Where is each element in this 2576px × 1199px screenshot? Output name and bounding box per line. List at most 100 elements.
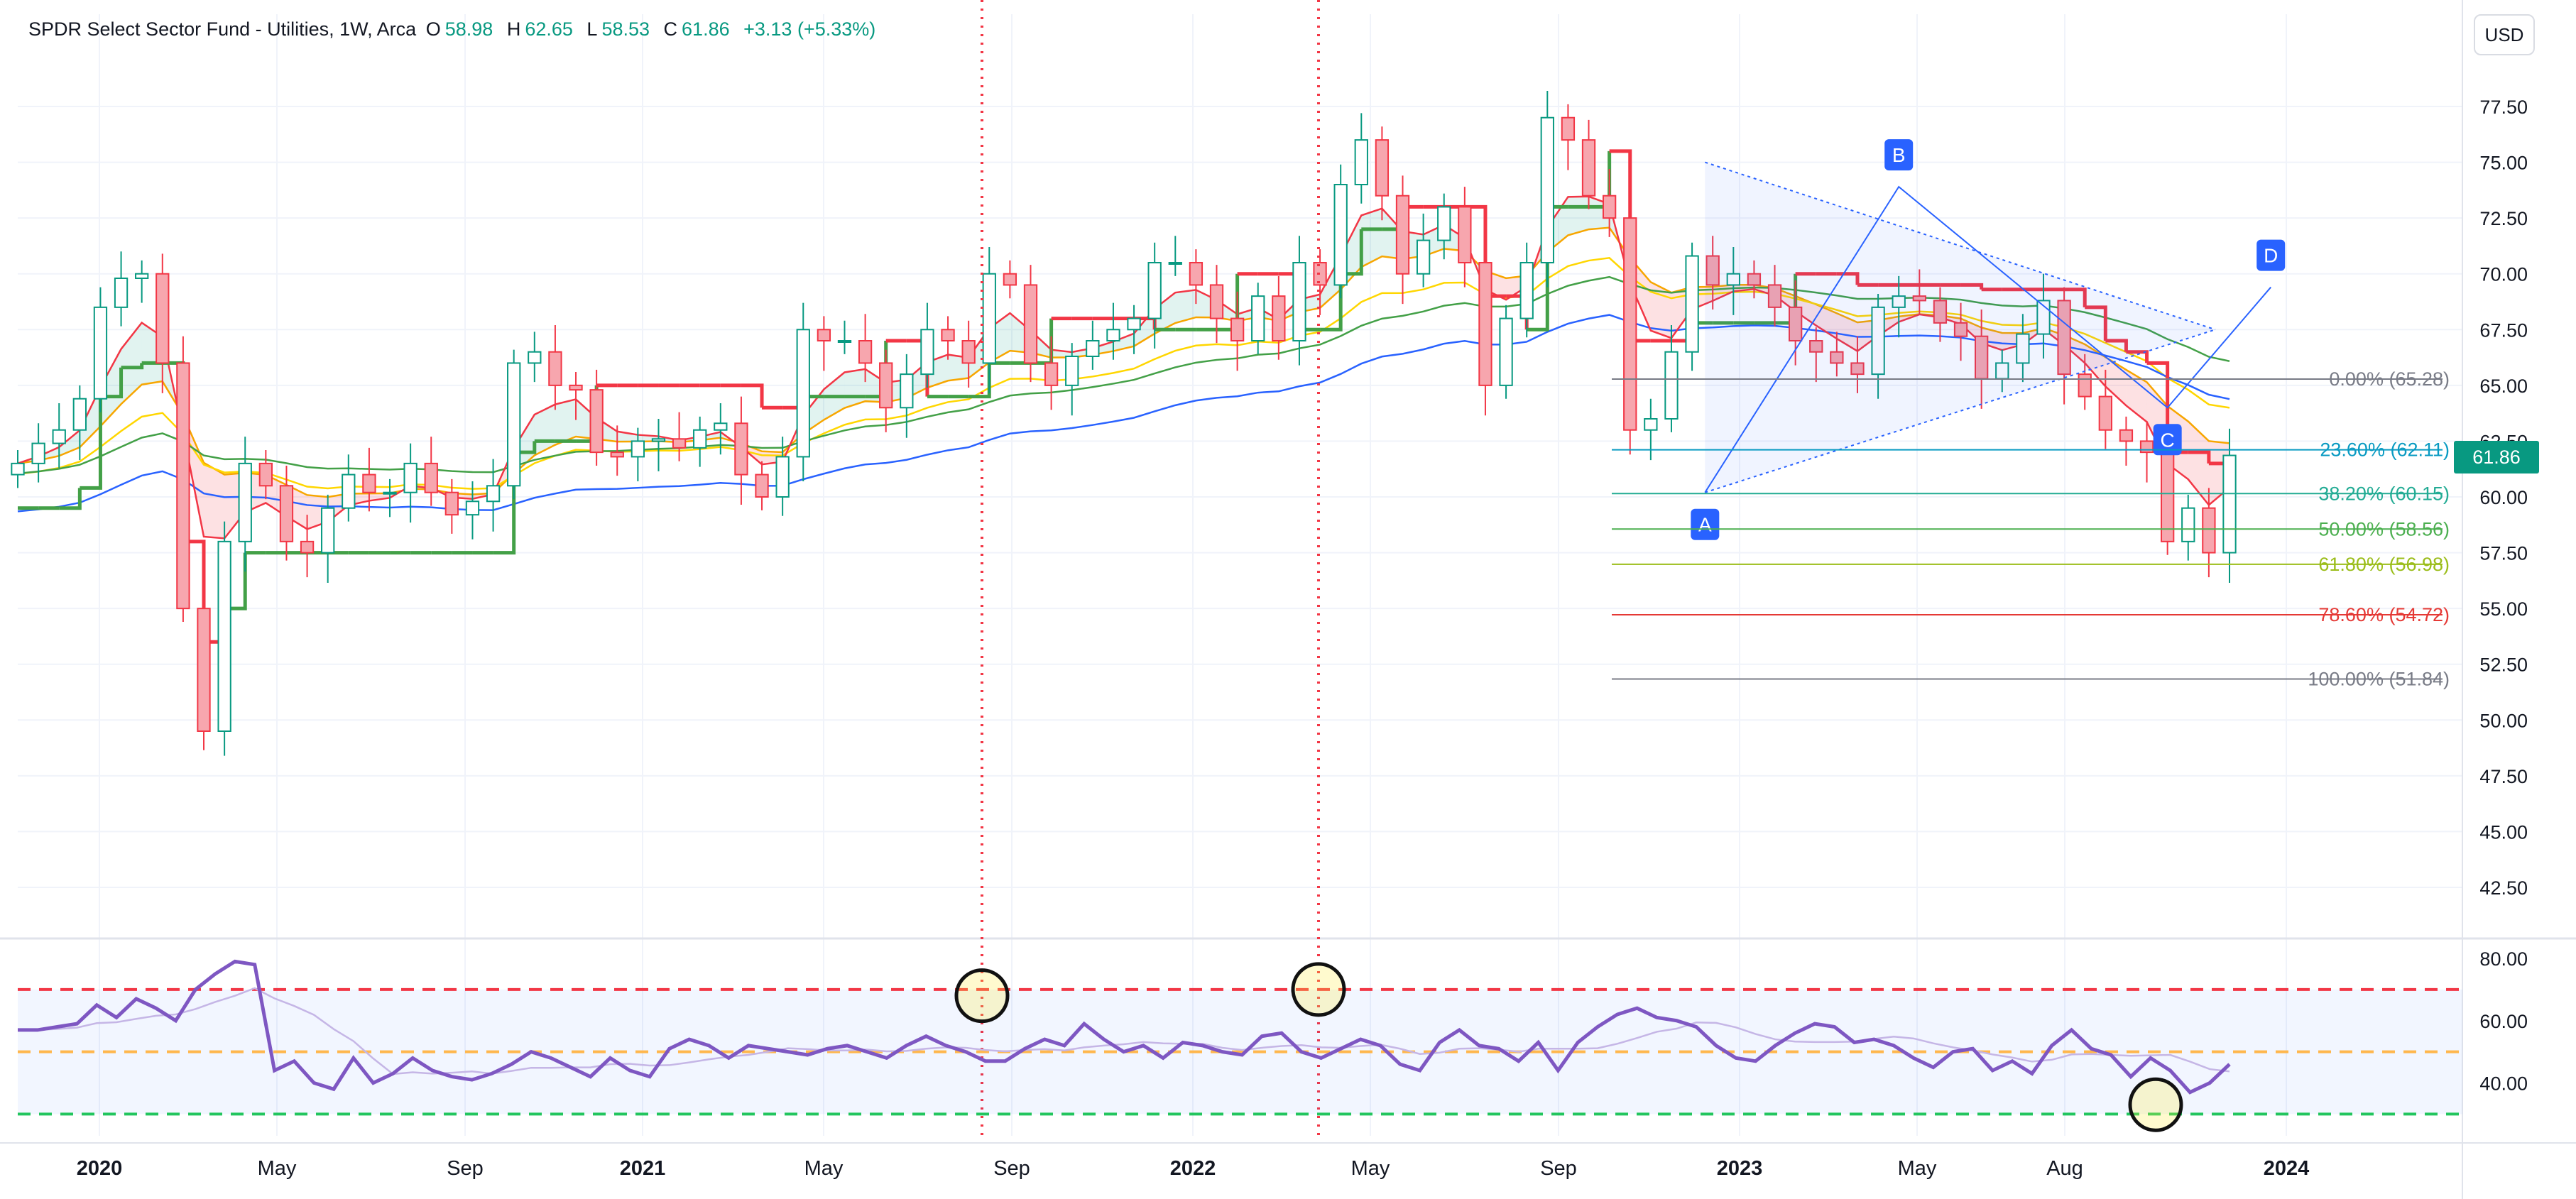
candle-body [1767, 284, 1782, 308]
candle-body [2222, 454, 2237, 554]
candle-body [1416, 239, 1431, 275]
currency-button[interactable]: USD [2474, 14, 2535, 55]
candle-body [589, 389, 604, 454]
candle-body [1458, 206, 1472, 263]
pattern-point-d[interactable]: D [2256, 239, 2286, 271]
candle-body [569, 384, 583, 391]
price-axis-tick: 50.00 [2479, 710, 2528, 731]
candle-body [1189, 262, 1204, 286]
candle-body [858, 340, 873, 364]
fib-level-label: 50.00% (58.56) [2318, 518, 2450, 540]
ema-ribbon-segment [1361, 208, 1382, 268]
candle-body [1251, 295, 1265, 341]
candle-body [796, 329, 810, 458]
candle-body [548, 351, 562, 386]
candle-body [817, 329, 831, 341]
pattern-point-a[interactable]: A [1691, 508, 1720, 540]
time-axis-label: 2022 [1170, 1157, 1216, 1180]
close-value: 61.86 [682, 18, 730, 40]
ema-ribbon-segment [617, 431, 638, 442]
candle-body [1685, 255, 1699, 353]
ema-ribbon-segment [80, 387, 101, 448]
price-axis-tick: 55.00 [2479, 598, 2528, 620]
fib-level-label: 23.60% (62.11) [2320, 439, 2450, 461]
pattern-point-box [1691, 508, 1720, 540]
candle-body [1850, 362, 1865, 376]
candle-body [93, 306, 108, 400]
trailing-stop-segment [2146, 361, 2170, 453]
candle-body [1023, 284, 1038, 364]
candle-body [258, 462, 273, 487]
time-axis-label: May [804, 1157, 844, 1180]
candle-body [1623, 217, 1637, 431]
ema-ribbon-segment [204, 462, 225, 539]
candle-body [920, 329, 934, 376]
open-key: O [425, 18, 441, 40]
trailing-stop-segment [2064, 288, 2087, 307]
candle-body [1912, 295, 1926, 302]
pattern-point-label: A [1698, 514, 1712, 536]
candle-body [1003, 273, 1017, 286]
price-axis-tick: 52.50 [2479, 655, 2528, 676]
trailing-stop-segment [1960, 283, 1984, 290]
ema-ribbon-segment [534, 404, 555, 456]
time-axis-label: Sep [447, 1157, 484, 1180]
candle-body [1499, 317, 1513, 386]
time-axis-label: 2023 [1717, 1157, 1763, 1180]
candle-body [693, 429, 707, 449]
candle-body [714, 422, 728, 431]
pattern-point-box [1884, 139, 1914, 171]
fib-level-label: 38.20% (60.15) [2318, 483, 2450, 504]
candle-body [2161, 451, 2175, 542]
candle-body [2016, 333, 2030, 364]
close-key: C [663, 18, 678, 40]
candle-body [238, 462, 252, 542]
candle-body [197, 608, 211, 733]
ema-green-line [17, 275, 2230, 475]
time-axis-label: 2021 [620, 1157, 666, 1180]
change-value: +3.13 (+5.33%) [743, 18, 876, 40]
candle-body [1044, 362, 1059, 386]
candle-body [342, 473, 356, 509]
fib-level-label: 61.80% (56.98) [2318, 554, 2450, 575]
triangle-fill [1705, 162, 2215, 493]
fib-level-label: 100.00% (51.84) [2308, 668, 2450, 689]
candle-body [1540, 116, 1554, 263]
time-axis-label: May [258, 1157, 297, 1180]
pattern-point-b[interactable]: B [1884, 139, 1914, 171]
high-value: 62.65 [525, 18, 573, 40]
candle-body [900, 373, 914, 409]
ema-ribbon-segment [1816, 304, 1837, 339]
candle-body [383, 491, 397, 495]
price-axis-tick: 75.00 [2479, 153, 2528, 174]
candle-body [755, 473, 769, 498]
candle-body [1602, 195, 1617, 219]
price-axis-tick: 42.50 [2479, 877, 2528, 899]
candle-body [1272, 295, 1286, 341]
high-key: H [506, 18, 521, 40]
ema-ribbon-segment [555, 399, 577, 445]
time-axis-label: May [1898, 1157, 1937, 1180]
trailing-stop-segment [1341, 229, 1363, 276]
time-axis-label: Aug [2046, 1157, 2083, 1180]
pattern-point-box [2153, 424, 2182, 456]
candle-body [362, 473, 376, 493]
candle-body [2202, 507, 2216, 554]
triangle-upper-line [1704, 161, 2216, 331]
symbol-title: SPDR Select Sector Fund - Utilities, 1W,… [28, 18, 417, 40]
candle-body [879, 362, 893, 409]
rsi-axis-tick: 60.00 [2479, 1011, 2528, 1032]
candle-body [631, 440, 645, 458]
rsi-highlight-circle [2128, 1077, 2183, 1132]
time-axis-label: Sep [993, 1157, 1030, 1180]
candle-body [1395, 195, 1410, 275]
candle-body [734, 422, 748, 476]
candle-body [1519, 262, 1534, 319]
candle-body [837, 340, 852, 343]
candle-body [1478, 262, 1492, 386]
candle-body [2139, 440, 2154, 454]
candle-body [2098, 395, 2112, 431]
pattern-point-c[interactable]: C [2153, 424, 2182, 456]
candle-body [1437, 206, 1451, 241]
